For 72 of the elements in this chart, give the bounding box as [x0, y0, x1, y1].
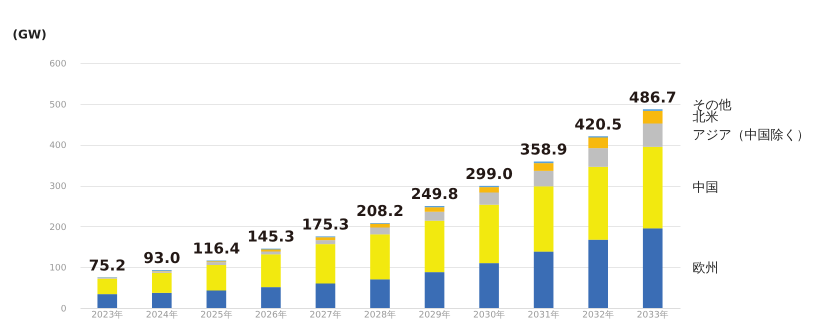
total-label: 486.7: [629, 88, 676, 106]
bar: [424, 212, 444, 221]
y-tick-label: 400: [49, 141, 67, 152]
y-tick-label: 200: [49, 222, 67, 233]
bar: [642, 110, 663, 124]
total-label: 358.9: [520, 140, 568, 158]
bar: [534, 186, 554, 252]
x-tick-label: 2023年: [91, 310, 124, 320]
bar: [534, 170, 554, 186]
bar: [642, 146, 663, 228]
text: 中国: [692, 180, 719, 196]
bar: [370, 227, 390, 234]
total-label: 75.2: [88, 256, 126, 274]
bar: [261, 252, 281, 254]
y-tick-label: 600: [49, 60, 67, 70]
total-label: 93.0: [143, 249, 180, 268]
bar: [479, 187, 499, 192]
bar: [588, 148, 608, 167]
bar: [642, 124, 663, 147]
x-tick-label: 2029年: [418, 310, 450, 320]
bar: [97, 294, 118, 308]
bar: [261, 249, 281, 252]
bar: [152, 292, 172, 308]
text: 欧州: [692, 261, 719, 276]
bar: [370, 224, 390, 228]
bar: [479, 263, 499, 308]
total-label: 208.2: [356, 202, 404, 220]
bar: [424, 220, 444, 272]
total-label: 175.3: [302, 215, 350, 234]
bar: [206, 262, 226, 265]
total-label: 299.0: [465, 164, 513, 183]
y-tick-label: 300: [49, 182, 67, 192]
bar: [588, 138, 608, 148]
y-axis-title: (GW): [12, 28, 47, 42]
x-tick-label: 2028年: [364, 310, 396, 320]
bar: [370, 279, 390, 308]
bar: [370, 234, 390, 280]
bar: [206, 290, 226, 308]
x-tick-label: 2033年: [636, 310, 669, 320]
total-label: 145.3: [247, 228, 295, 246]
x-tick-label: 2032年: [582, 310, 614, 320]
bar: [588, 240, 608, 308]
bar: [642, 228, 663, 308]
bar: [316, 284, 336, 308]
bar: [424, 207, 444, 212]
bar: [479, 192, 499, 205]
bar: [206, 264, 226, 290]
bar: [424, 272, 444, 308]
x-tick-label: 2025年: [200, 310, 232, 320]
bar: [588, 166, 608, 240]
bar: [261, 287, 281, 308]
text: アジア（中国除く）: [692, 128, 810, 144]
x-tick-label: 2031年: [528, 310, 560, 320]
bar: [534, 252, 554, 308]
bar: [261, 254, 281, 288]
bar: [152, 272, 172, 293]
total-label: 420.5: [574, 115, 622, 134]
bar: [534, 163, 554, 171]
y-tick-label: 100: [49, 264, 67, 274]
x-tick-label: 2026年: [254, 310, 287, 320]
x-tick-label: 2027年: [310, 310, 342, 320]
x-tick-label: 2024年: [146, 310, 178, 320]
total-label: 116.4: [192, 239, 240, 258]
bar: [479, 204, 499, 264]
x-tick-label: 2030年: [473, 310, 506, 320]
y-tick-label: 0: [60, 304, 67, 314]
bar: [316, 244, 336, 284]
total-label: 249.8: [410, 185, 458, 203]
bar: [316, 237, 336, 240]
y-tick-label: 500: [49, 100, 67, 110]
bar: [97, 278, 118, 294]
bar: [316, 240, 336, 244]
